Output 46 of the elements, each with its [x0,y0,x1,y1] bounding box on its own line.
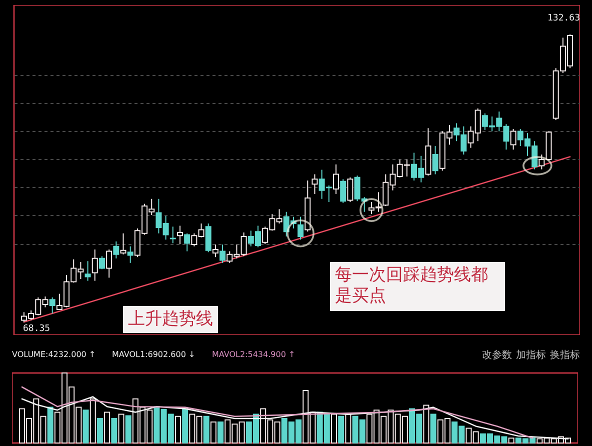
bar [118,414,124,444]
bar [203,416,210,444]
bar [430,414,436,444]
candlestick [120,232,126,255]
candlestick [98,256,105,270]
text: 换指标 [550,348,580,362]
candlestick [340,178,346,204]
bar [47,406,54,444]
text: 加指标 [516,348,546,362]
candlestick [205,223,212,253]
candlestick [432,146,438,175]
text: MAVOL2:5434.900 ↑ [212,350,296,359]
bar [210,422,216,444]
candlestick [176,225,183,245]
bar [508,438,514,444]
candlestick [49,296,56,314]
annotation: 上升趋势线 [123,306,218,334]
candlestick [106,248,112,278]
bar [82,410,89,444]
candlestick [538,154,545,170]
candlestick [212,244,218,258]
bar [218,422,224,444]
text: 改参数 [482,348,512,362]
annotation: 132.63 [547,13,580,24]
bar [104,412,110,444]
bar [111,418,118,444]
bar [182,408,188,444]
candlestick [298,216,304,240]
candlestick [127,246,134,264]
candlestick [510,128,516,150]
text: MAVOL1:6902.600 ↓ [112,350,196,359]
bar [174,416,181,444]
annotation: 每一次回踩趋势线都是买点 [330,262,505,310]
bar [338,416,344,444]
candlestick [113,240,120,259]
candlestick [84,260,91,282]
candlestick [347,176,354,203]
text: VOLUME:4232.000 ↑ [12,350,96,359]
candlestick [312,174,318,194]
candlestick [184,232,190,252]
bar [125,415,132,444]
candlestick [333,164,340,194]
candlestick [220,244,226,264]
annotation: 68.35 [23,324,50,334]
candlestick [92,248,98,282]
bar [96,418,103,444]
